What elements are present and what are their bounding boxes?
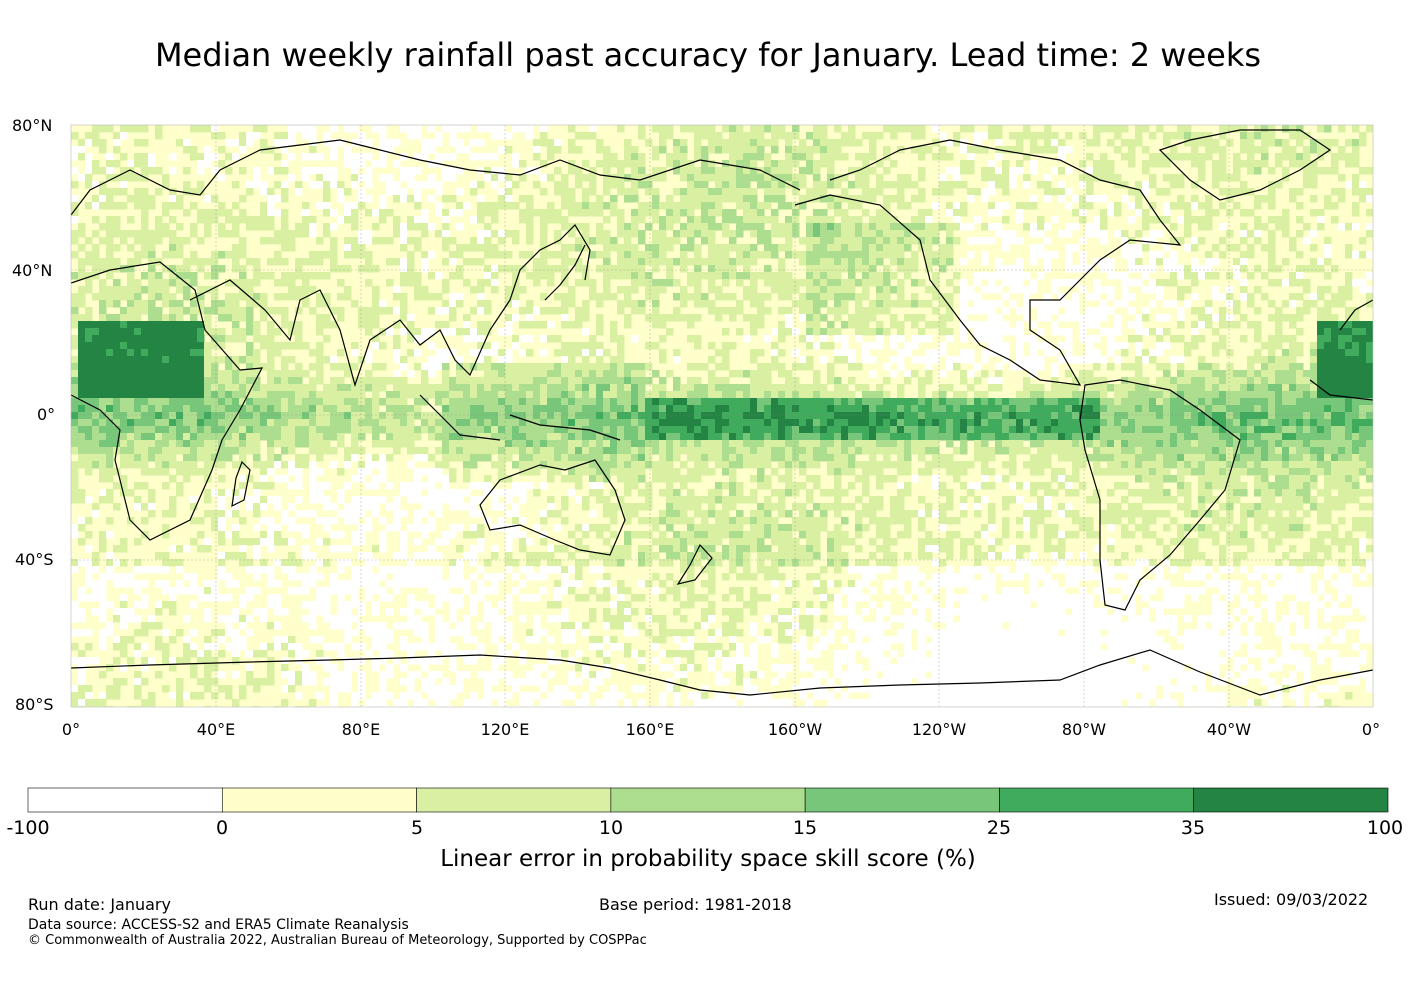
lon-label-0-left: 0° [61, 720, 81, 739]
lon-label-160w: 160°W [767, 720, 823, 739]
data-source: Data source: ACCESS-S2 and ERA5 Climate … [28, 917, 409, 933]
lon-label-80w: 80°W [1061, 720, 1107, 739]
skill-field [71, 125, 1373, 707]
colorbar-tick: 0 [215, 817, 229, 839]
lon-label-160e: 160°E [625, 720, 675, 739]
lon-label-40w: 40°W [1206, 720, 1252, 739]
coastlines [71, 129, 1373, 696]
coast-south-asia [189, 224, 591, 388]
colorbar [27, 787, 1389, 813]
colorbar-swatch [416, 787, 612, 813]
coast-north-america [794, 139, 1182, 386]
lon-label-120e: 120°E [480, 720, 530, 739]
map-title: Median weekly rainfall past accuracy for… [154, 36, 1262, 74]
colorbar-swatch [999, 787, 1195, 813]
colorbar-tick: 10 [598, 817, 624, 839]
coast-madagascar [231, 460, 251, 508]
colorbar-tick: 35 [1180, 817, 1206, 839]
lat-label-80n: 80°N [12, 116, 53, 135]
issued-date: Issued: 09/03/2022 [1214, 890, 1369, 909]
run-date: Run date: January [28, 895, 171, 914]
lon-label-120w: 120°W [911, 720, 967, 739]
coast-south-america [1079, 379, 1241, 611]
colorbar-swatch [1193, 787, 1389, 813]
coast-west-africa [1309, 379, 1373, 401]
skill-cells [71, 125, 1373, 707]
colorbar-title: Linear error in probability space skill … [440, 846, 976, 872]
lat-label-0: 0° [37, 405, 56, 424]
lon-label-0-right: 0° [1361, 720, 1381, 739]
coast-west-europe [1339, 299, 1373, 331]
colorbar-swatch [221, 787, 417, 813]
coast-antarctica [71, 649, 1373, 696]
coast-indonesia-2 [509, 414, 621, 441]
lon-label-80e: 80°E [341, 720, 381, 739]
colorbar-tick: 15 [792, 817, 818, 839]
coast-new-zealand [676, 543, 713, 585]
colorbar-tick: 25 [986, 817, 1012, 839]
map-frame [70, 124, 1374, 708]
coast-australia [479, 459, 626, 556]
lat-label-80s: 80°S [15, 695, 54, 714]
lat-label-40s: 40°S [15, 550, 54, 569]
colorbar-tick: -100 [6, 817, 50, 839]
graticule [71, 125, 1373, 707]
copyright: © Commonwealth of Australia 2022, Austra… [28, 933, 647, 948]
colorbar-swatch [610, 787, 806, 813]
colorbar-tick: 5 [410, 817, 424, 839]
base-period: Base period: 1981-2018 [599, 895, 792, 914]
coast-eurasia [71, 139, 801, 216]
lat-label-40n: 40°N [12, 261, 53, 280]
colorbar-swatch [804, 787, 1000, 813]
coast-indonesia-1 [419, 394, 501, 441]
coast-greenland [1158, 129, 1332, 201]
coast-japan [544, 244, 586, 301]
colorbar-tick: 100 [1366, 817, 1404, 839]
lon-label-40e: 40°E [196, 720, 236, 739]
colorbar-swatch [27, 787, 223, 813]
coast-africa [71, 261, 264, 541]
